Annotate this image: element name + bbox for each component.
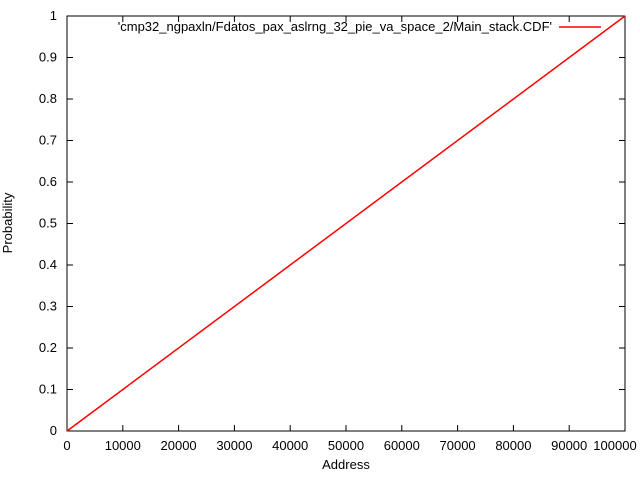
x-tick-label: 70000 bbox=[440, 438, 476, 453]
x-tick-label: 50000 bbox=[328, 438, 364, 453]
legend-entry-label: 'cmp32_ngpaxln/Fdatos_pax_aslrng_32_pie_… bbox=[118, 19, 552, 34]
y-tick-label: 0.4 bbox=[39, 257, 57, 272]
y-axis-label: Probability bbox=[0, 192, 15, 253]
legend: 'cmp32_ngpaxln/Fdatos_pax_aslrng_32_pie_… bbox=[118, 19, 601, 34]
y-tick-label: 0.6 bbox=[39, 174, 57, 189]
y-tick-label: 0.1 bbox=[39, 382, 57, 397]
x-tick-label: 60000 bbox=[384, 438, 420, 453]
y-tick-label: 0.5 bbox=[39, 216, 57, 231]
y-tick-label: 1 bbox=[50, 8, 57, 23]
axis-ticks: 0 10000 20000 30000 40000 50000 60000 70000 8000… bbox=[39, 8, 637, 453]
x-tick-label: 80000 bbox=[495, 438, 531, 453]
x-tick-label: 20000 bbox=[161, 438, 197, 453]
x-tick-label: 30000 bbox=[216, 438, 252, 453]
y-tick-label: 0.2 bbox=[39, 340, 57, 355]
y-tick-label: 0 bbox=[50, 423, 57, 438]
y-tick-label: 0.8 bbox=[39, 91, 57, 106]
y-tick-label: 0.9 bbox=[39, 50, 57, 65]
y-tick-label: 0.3 bbox=[39, 299, 57, 314]
cdf-series-line bbox=[66, 15, 626, 432]
x-tick-label: 0 bbox=[63, 438, 70, 453]
y-tick-label: 0.7 bbox=[39, 133, 57, 148]
x-tick-label: 90000 bbox=[551, 438, 587, 453]
series-polyline bbox=[66, 15, 626, 432]
x-tick-label: 100000 bbox=[593, 438, 636, 453]
x-axis-label: Address bbox=[322, 457, 370, 472]
x-tick-label: 40000 bbox=[272, 438, 308, 453]
x-tick-label: 10000 bbox=[105, 438, 141, 453]
